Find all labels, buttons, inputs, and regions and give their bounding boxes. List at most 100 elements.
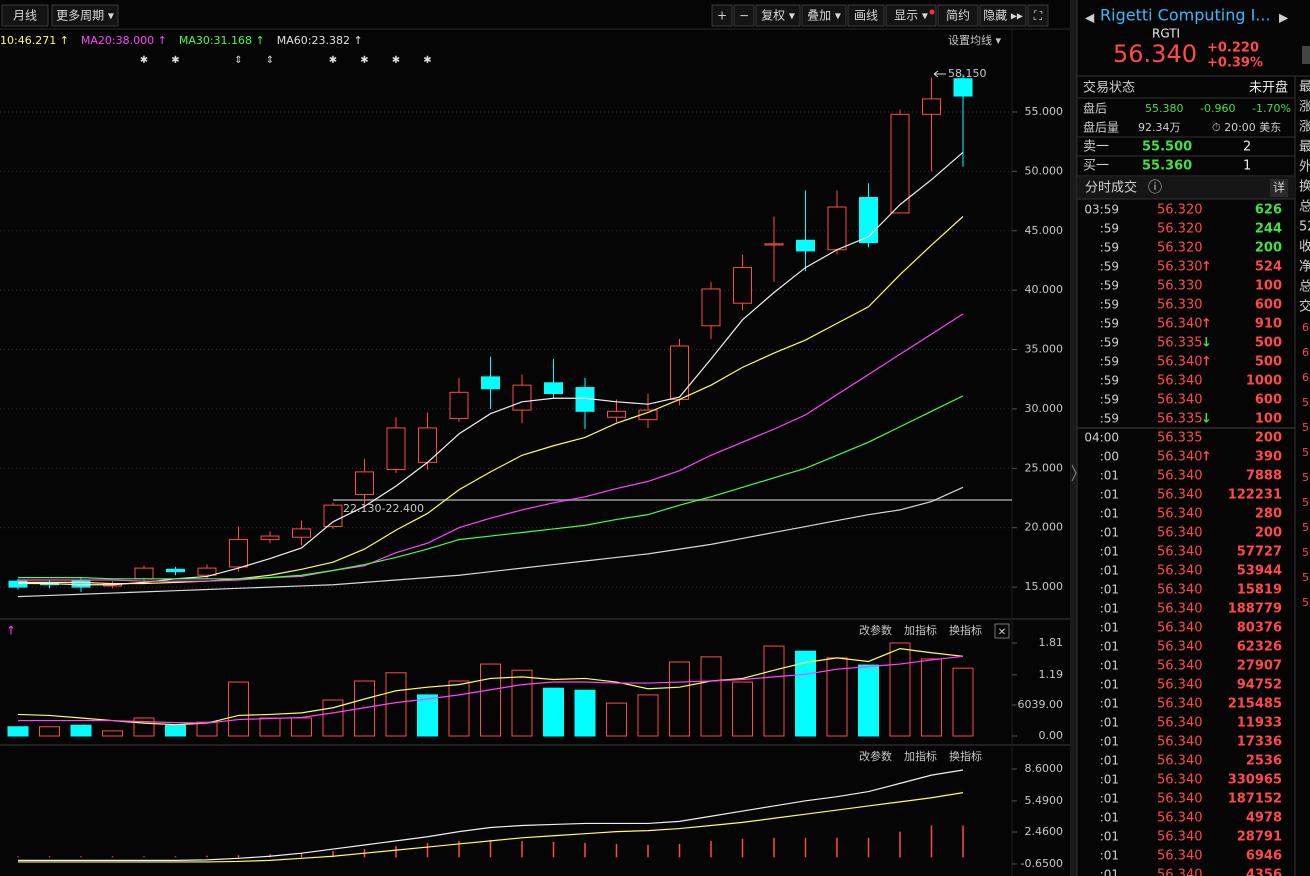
trade-price: 56.330 [1157,260,1203,275]
panel-button[interactable]: 加指标 [904,749,937,763]
toolbar-button[interactable]: ⛶ [1033,9,1043,23]
event-marker[interactable]: ⇕ [234,55,242,66]
event-marker[interactable]: ✱ [171,55,179,66]
indicator-line [18,769,964,861]
trade-volume: 4356 [1246,868,1282,876]
toolbar-button-bg[interactable] [1027,4,1049,27]
clipped-value: 6 [1302,371,1309,384]
splitter-arrow [1071,464,1077,482]
indicator-line [18,655,964,724]
trade-time: :01 [1100,545,1119,559]
panel-button[interactable]: 改参数 [859,623,892,637]
clipped-value: 5 [1302,521,1309,534]
candle-body [71,579,91,588]
trade-price: 56.340 [1157,697,1203,712]
toolbar-button[interactable]: 叠加 ▾ [807,9,841,23]
toolbar-button[interactable]: − [739,9,749,23]
corner-button[interactable] [1302,46,1310,64]
candle-body [764,243,784,246]
volume-bar [448,680,470,737]
volume-bar [637,694,659,737]
toolbar-button[interactable]: 复权 ▾ [761,9,795,23]
candle-body [355,471,374,495]
trade-volume: 27907 [1237,659,1282,674]
splitter[interactable] [1070,0,1077,876]
clipped-label: 收 [1299,240,1310,255]
y-tick-label: 20.000 [1025,521,1064,534]
indicator-line [18,395,964,580]
volume-bar [322,699,344,737]
after-volume-time: ⏱ 20:00 美东 [1212,121,1281,134]
high-arrow [933,70,946,78]
book-price: 55.360 [1142,159,1192,174]
trades-info[interactable]: ⓘ [1148,180,1162,196]
clipped-label: 净 [1299,260,1310,275]
toolbar-button-bg[interactable] [847,4,885,27]
trade-arrow: ↓ [1201,336,1212,351]
event-marker[interactable]: ✱ [392,55,400,66]
panel-button[interactable]: 改参数 [859,749,892,763]
trade-price: 56.340 [1157,773,1203,788]
toolbar-button-bg[interactable] [937,4,979,27]
candle-body [670,345,689,400]
volume-bar [7,726,29,737]
trade-time: :01 [1100,792,1119,806]
event-marker[interactable]: ⇕ [266,55,274,66]
trade-volume: 17336 [1237,735,1282,750]
trade-time: :59 [1100,374,1119,388]
y-tick-label: 45.000 [1025,224,1064,237]
trade-time: :01 [1100,507,1119,521]
event-marker[interactable]: ✱ [140,55,148,66]
y-tick-label: 25.000 [1025,461,1064,474]
toolbar-button[interactable]: 画线 [854,9,878,23]
candle-body [922,98,941,115]
trade-time: :59 [1100,260,1119,274]
trade-price: 56.340 [1157,811,1203,826]
y-tick-label: 2.4600 [1025,825,1064,838]
volume-bar [480,663,501,737]
clipped-label: 外 [1299,160,1310,175]
toolbar-button-bg[interactable] [1,4,49,27]
y-tick-label: 6039.00 [1018,698,1064,711]
toolbar-button[interactable]: 简约 [946,8,970,23]
toolbar-button-bg[interactable] [51,4,119,27]
event-marker[interactable]: ✱ [423,55,431,66]
panel-button[interactable]: 换指标 [949,749,982,763]
ma-settings[interactable]: 设置均线 ▾ [948,33,1001,47]
clipped-label: 涨 [1299,100,1310,115]
toolbar-button-bg[interactable] [733,4,755,27]
trade-volume: 500 [1255,336,1282,351]
panel-close[interactable]: ✕ [998,627,1006,638]
event-marker[interactable]: ✱ [329,55,337,66]
toolbar-button[interactable]: + [717,9,727,23]
toolbar-button[interactable]: 月线 [13,9,37,23]
close-box[interactable] [994,623,1010,639]
after-volume-value: 92.34万 [1138,121,1181,134]
toolbar-button-bg[interactable] [711,4,733,27]
next-arrow[interactable]: ▶ [1279,11,1289,25]
trade-price: 56.340 [1157,317,1203,332]
toolbar-button-bg[interactable] [755,4,801,27]
prev-arrow[interactable]: ◀ [1085,11,1095,25]
toolbar-button[interactable]: 隐藏 ▸▸ [983,9,1023,23]
detail-button-bg[interactable] [1270,179,1288,197]
toolbar-button-bg[interactable] [885,4,937,27]
volume-bar [700,656,722,737]
ma-legend: MA60:23.382 ↑ [277,34,363,47]
trade-time: :01 [1100,811,1119,825]
toolbar-button[interactable]: 更多周期 ▾ [56,9,114,23]
event-marker[interactable]: ✱ [360,55,368,66]
clipped-label: 总 [1299,200,1310,215]
panel-button[interactable]: 换指标 [949,623,982,637]
trade-time: :01 [1100,754,1119,768]
trades-detail[interactable]: 详 [1273,180,1285,195]
panel-button[interactable]: 加指标 [904,623,937,637]
toolbar-button-bg[interactable] [801,4,847,27]
clipped-value: 5 [1302,571,1309,584]
indicator-line [18,313,964,582]
book-label: 卖一 [1083,140,1109,155]
toolbar-button-bg[interactable] [979,4,1027,27]
trade-price: 56.340 [1157,735,1203,750]
toolbar-button[interactable]: 显示 ▾ [894,9,928,23]
indicator-line [18,792,964,863]
